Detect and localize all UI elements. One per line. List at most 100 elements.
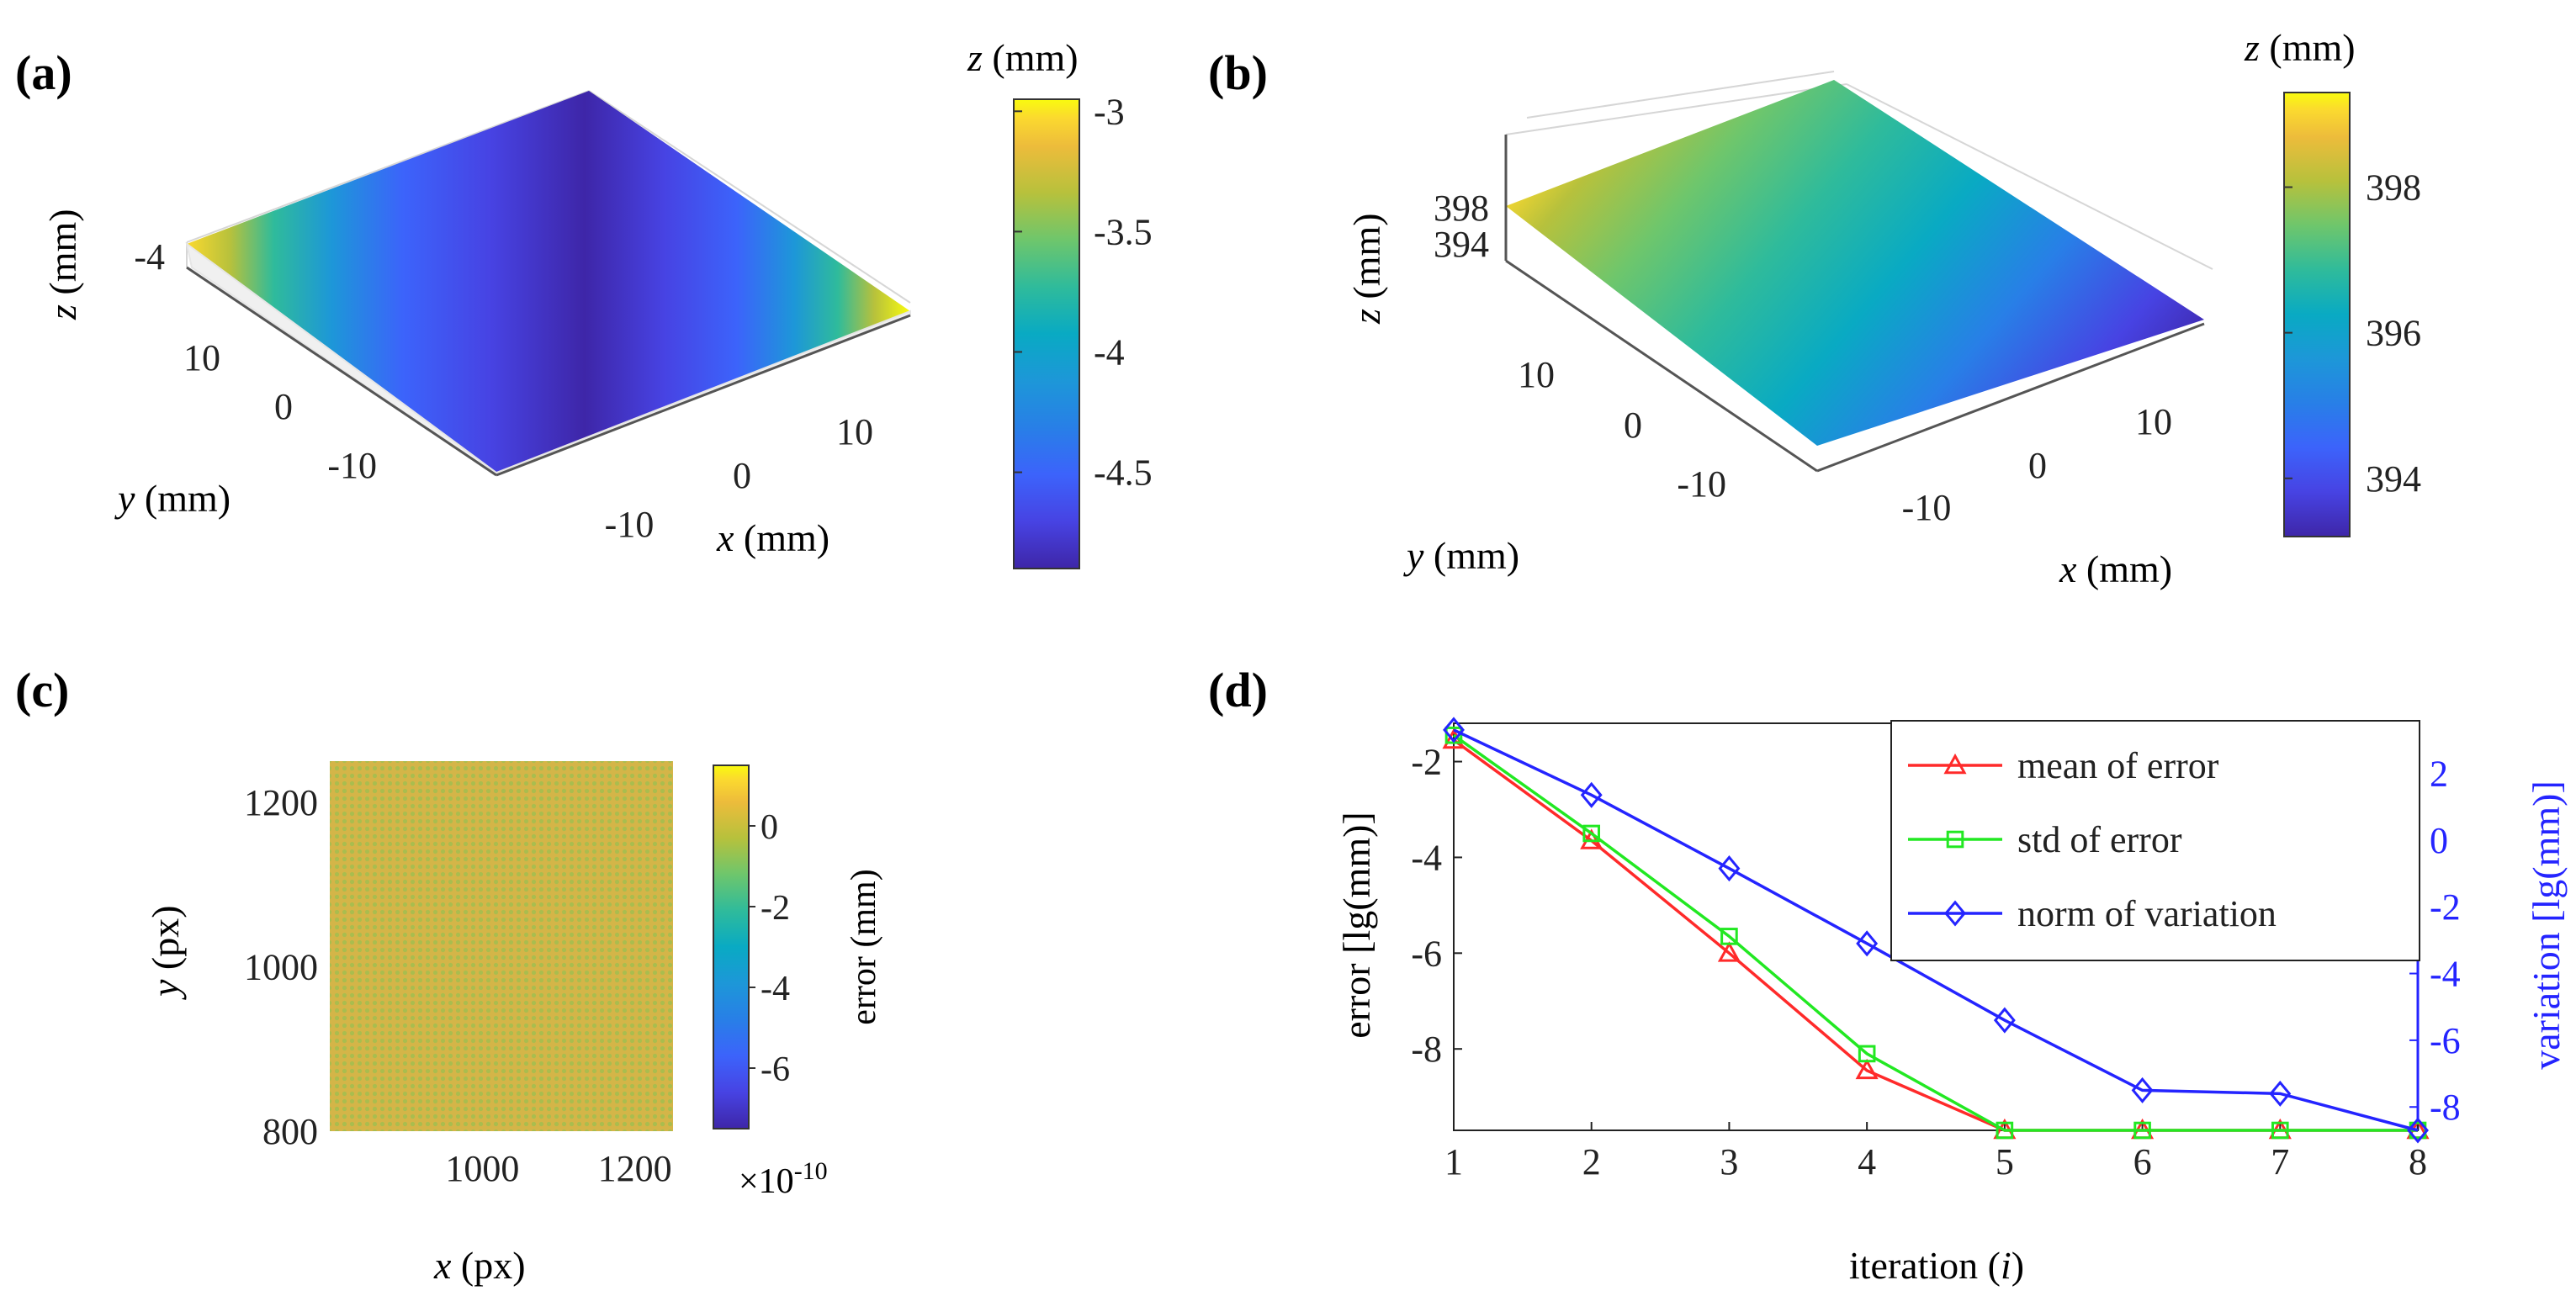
panel-c-heatmap: [330, 761, 673, 1131]
panel-b-y-tick-label: 0: [1624, 405, 1642, 446]
panel-d-right-tick-label: -6: [2430, 1020, 2461, 1061]
data-point: [1582, 824, 1601, 843]
panel-a-y-ticks: 10 0 -10: [183, 337, 377, 486]
panel-label-b: (b): [1208, 45, 1268, 100]
panel-a-colorbar-ticks: -3 -3.5 -4 -4.5: [1014, 91, 1153, 494]
panel-d-left-ticks: -2 -4 -6 -8: [1411, 742, 1462, 1070]
series-square: [1444, 726, 2427, 1140]
panel-c: (c) 1200 1000 800 1000 1200 y (px) x (px) 0…: [15, 663, 883, 1287]
panel-b-y-tick-label: -10: [1677, 463, 1726, 505]
panel-c-ylabel: y (px): [144, 905, 187, 1000]
panel-b-y-tick-label: 10: [1518, 354, 1555, 395]
panel-b-colorbar-tick-label: 398: [2366, 167, 2421, 209]
data-point: [2271, 1121, 2289, 1140]
panel-label-c: (c): [15, 663, 69, 717]
panel-a-x-tick-label: -10: [605, 504, 655, 545]
panel-b-colorbar-label: z (mm): [2244, 26, 2356, 69]
data-point: [1720, 928, 1738, 945]
panel-c-colorbar-label: error (mm): [845, 869, 883, 1024]
panel-b-axes: [1504, 135, 2205, 473]
series-line: [1453, 728, 2419, 1132]
panel-a-colorbar-tick-label: -3: [1094, 91, 1125, 132]
data-point: [1996, 1121, 2014, 1140]
data-point: [1718, 855, 1741, 882]
panel-a-colorbar-tick-label: -3.5: [1094, 211, 1153, 252]
panel-c-x-ticks: 1000 1200: [445, 1148, 671, 1189]
panel-a-xlabel: x (mm): [716, 516, 830, 559]
data-point: [2131, 1077, 2154, 1103]
panel-b-x-tick-label: -10: [1902, 487, 1952, 528]
panel-label-a: (a): [15, 45, 72, 100]
panel-c-colorbar-tick-label: -6: [761, 1050, 790, 1089]
panel-b-x-tick-label: 10: [2135, 401, 2172, 442]
panel-a-colorbar-tick-label: -4: [1094, 331, 1125, 373]
panel-d-left-tick-label: -2: [1411, 742, 1442, 783]
panel-c-y-tick-label: 1200: [244, 782, 318, 823]
data-point: [1580, 781, 1603, 808]
panel-b-colorbar-ticks: 398 396 394: [2284, 167, 2421, 500]
panel-d-right-tick-label: -8: [2430, 1087, 2461, 1128]
panel-a-y-tick-label: -10: [327, 445, 377, 486]
legend-label: norm of variation: [2017, 893, 2277, 934]
panel-b-colorbar-tick-label: 394: [2366, 458, 2421, 500]
panel-c-colorbar-tick-label: 0: [761, 808, 778, 847]
panel-b-ylabel: y (mm): [1403, 534, 1519, 577]
panel-c-colorbar-exponent: ×10-10: [739, 1157, 828, 1201]
legend-label: std of error: [2017, 819, 2182, 860]
panel-a-x-tick-label: 0: [733, 455, 751, 496]
panel-c-x-tick-label: 1200: [598, 1148, 672, 1189]
panel-c-y-tick-label: 1000: [244, 946, 318, 987]
panel-d-legend: mean of error std of error norm of variati…: [1890, 720, 2420, 961]
panel-a-y-tick-label: 10: [183, 337, 220, 378]
panel-a-y-tick-label: 0: [274, 386, 293, 427]
panel-label-d: (d): [1208, 663, 1268, 717]
data-point: [2133, 1121, 2151, 1140]
panel-d-xlabel: iteration (i): [1849, 1244, 2024, 1287]
panel-d-x-tick-label: 1: [1444, 1141, 1463, 1182]
panel-d-right-ticks: 2 0 -2 -4 -6 -8: [2409, 754, 2461, 1128]
data-point: [2269, 1080, 2292, 1107]
data-point: [2409, 1121, 2427, 1140]
panel-d-left-tick-label: -6: [1411, 933, 1442, 974]
panel-b-colorbar: [2283, 92, 2351, 537]
panel-d-x-tick-label: 5: [1996, 1141, 2014, 1182]
panel-c-colorbar: [713, 764, 750, 1129]
panel-a-z-ticks: -4: [134, 236, 165, 278]
data-point: [1858, 1045, 1876, 1063]
panel-d: (d) 1 2 3 4 5 6 7 8 -2 -4 -6 -8 2 0 -2 -4 -6 -8 error […: [1208, 663, 2568, 1287]
panel-c-colorbar-tick-label: -2: [761, 889, 790, 928]
panel-b-colorbar-tick-label: 396: [2366, 313, 2421, 354]
panel-a-axes: [186, 266, 911, 477]
panel-b-x-ticks: -10 0 10: [1902, 401, 2172, 528]
panel-b-xlabel: x (mm): [2059, 548, 2172, 590]
legend-items: mean of error std of error norm of variati…: [1908, 745, 2277, 934]
panel-a-x-ticks: -10 0 10: [605, 411, 873, 545]
panel-b-y-ticks: 10 0 -10: [1518, 354, 1726, 505]
panel-a: (a) 10 0 -10 -10 0 10 -4 z (mm) y (mm) x (mm…: [15, 36, 1153, 569]
data-point: [2407, 1117, 2429, 1144]
data-point: [1443, 717, 1465, 743]
series-line: [1452, 733, 2418, 1132]
legend-marker: [1944, 900, 1966, 927]
panel-b-x-tick-label: 0: [2028, 445, 2047, 486]
panel-a-colorbar-tick-label: -4.5: [1094, 452, 1153, 494]
panel-d-x-tick-label: 3: [1720, 1141, 1738, 1182]
panel-a-zlabel: z (mm): [41, 209, 84, 320]
panel-b-z-tick-label: 398: [1434, 188, 1489, 229]
panel-d-left-tick-label: -4: [1411, 837, 1442, 878]
panel-d-ylabel: error [lg(mm)]: [1335, 812, 1378, 1039]
panel-d-x-tick-label: 7: [2271, 1141, 2289, 1182]
panel-b-z-tick-label: 394: [1434, 224, 1489, 265]
panel-b-zlabel: z (mm): [1345, 213, 1388, 325]
panel-a-ylabel: y (mm): [114, 477, 231, 520]
panel-d-x-tick-label: 4: [1858, 1141, 1876, 1182]
panel-d-ylabel-right: variation [lg(mm)]: [2525, 780, 2568, 1070]
panel-d-right-tick-label: 2: [2430, 754, 2448, 795]
series-diamond: [1443, 717, 2429, 1144]
panel-d-left-tick-label: -8: [1411, 1029, 1442, 1070]
panel-d-x-tick-label: 8: [2409, 1141, 2427, 1182]
panel-c-x-tick-label: 1000: [445, 1148, 519, 1189]
panel-d-series: [1442, 717, 2430, 1144]
data-point: [1855, 1058, 1879, 1080]
